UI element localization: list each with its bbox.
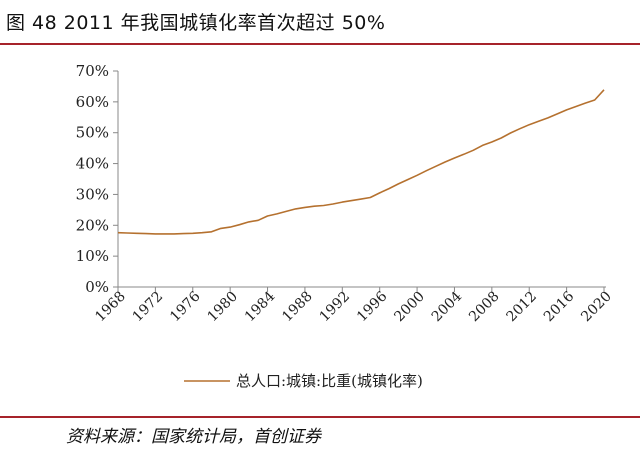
x-tick-label: 2000 xyxy=(391,289,428,326)
x-tick-label: 1972 xyxy=(130,289,167,326)
y-tick-label: 30% xyxy=(76,185,109,203)
source-note: 资料来源：国家统计局，首创证券 xyxy=(66,427,321,447)
x-axis-ticks: 1968 1972 1976 1980 1984 1988 1992 1996 2000 2004… xyxy=(92,287,615,325)
x-tick-label: 2008 xyxy=(466,289,503,326)
chart-legend: 总人口:城镇:比重(城镇化率) xyxy=(184,372,423,390)
x-tick-label: 1996 xyxy=(354,288,391,325)
y-axis-ticks: 0% 10% 20% 30% 40% 50% 60% 70% xyxy=(76,62,118,296)
x-tick-label: 1992 xyxy=(317,289,354,326)
x-tick-label: 2012 xyxy=(504,289,541,326)
y-tick-label: 40% xyxy=(76,155,109,173)
y-tick-label: 20% xyxy=(76,216,109,234)
y-tick-label: 10% xyxy=(76,247,109,265)
y-tick-label: 0% xyxy=(85,278,109,296)
source-divider xyxy=(0,416,640,418)
y-tick-label: 50% xyxy=(76,124,109,142)
title-divider xyxy=(0,43,640,45)
x-tick-label: 1980 xyxy=(204,289,241,326)
line-chart: 0% 10% 20% 30% 40% 50% 60% 70% 1968 1972 1976 1980… xyxy=(76,62,615,390)
x-tick-label: 1984 xyxy=(242,288,279,325)
series-line-urbanization-rate xyxy=(117,89,605,235)
legend-label: 总人口:城镇:比重(城镇化率) xyxy=(236,372,423,390)
x-tick-label: 1988 xyxy=(279,289,316,326)
x-tick-label: 2016 xyxy=(541,288,578,325)
y-tick-label: 70% xyxy=(76,62,109,80)
x-tick-label: 2004 xyxy=(429,288,466,325)
y-tick-label: 60% xyxy=(76,93,109,111)
figure-title: 图 48 2011 年我国城镇化率首次超过 50% xyxy=(6,12,386,34)
x-tick-label: 2020 xyxy=(578,289,615,326)
x-tick-label: 1976 xyxy=(167,288,204,325)
